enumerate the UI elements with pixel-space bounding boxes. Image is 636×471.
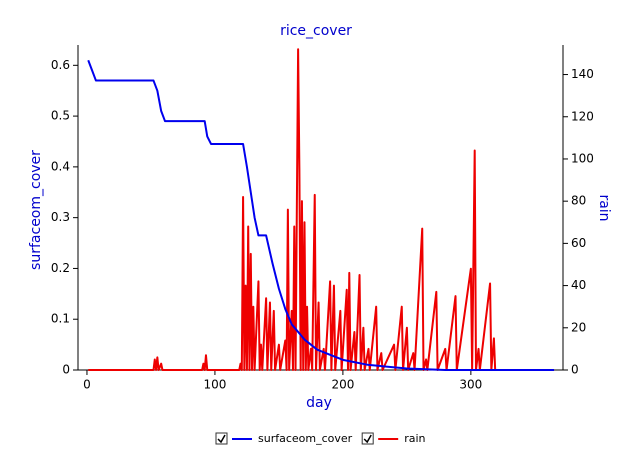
x-tick-label: 200 xyxy=(331,378,354,392)
legend-check[interactable] xyxy=(363,434,372,444)
y-tick-label: 0.6 xyxy=(51,58,70,72)
y-tick-label: 0 xyxy=(62,363,70,377)
y-tick-label: 0.3 xyxy=(51,210,70,224)
legend-check[interactable] xyxy=(217,434,226,444)
x-tick-label: 100 xyxy=(203,378,226,392)
legend-checkbox[interactable] xyxy=(361,432,374,445)
y-tick-label: 0.2 xyxy=(51,261,70,275)
y2-tick-label: 20 xyxy=(571,320,586,334)
y-axis-label: surfaceom_cover xyxy=(28,150,44,270)
y2-tick-label: 120 xyxy=(571,109,594,123)
y2-tick-label: 80 xyxy=(571,194,586,208)
y2-axis-label: rain xyxy=(596,194,612,221)
x-axis-label: day xyxy=(306,395,332,411)
y2-tick-label: 140 xyxy=(571,67,594,81)
chart-title: rice_cover xyxy=(280,23,352,39)
series-line xyxy=(87,59,555,371)
y2-tick-label: 0 xyxy=(571,363,579,377)
x-tick-label: 0 xyxy=(83,378,91,392)
legend-label[interactable]: surfaceom_cover xyxy=(258,432,353,445)
legend-label[interactable]: rain xyxy=(404,432,425,445)
y-tick-label: 0.4 xyxy=(51,159,70,173)
y-tick-label: 0.5 xyxy=(51,109,70,123)
legend-checkbox[interactable] xyxy=(215,432,228,445)
y2-tick-label: 40 xyxy=(571,278,586,292)
y-tick-label: 0.1 xyxy=(51,312,70,326)
y2-tick-label: 60 xyxy=(571,236,586,250)
y2-tick-label: 100 xyxy=(571,151,594,165)
x-tick-label: 300 xyxy=(459,378,482,392)
